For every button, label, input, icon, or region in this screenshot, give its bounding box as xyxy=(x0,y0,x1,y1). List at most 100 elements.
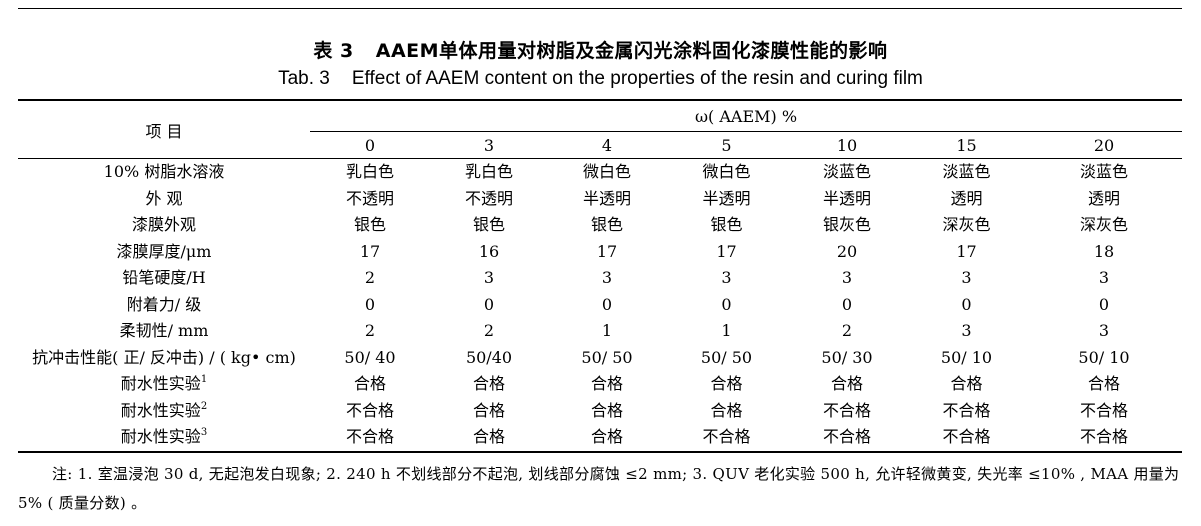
table-cell: 不合格 xyxy=(1080,400,1129,420)
table-cell: 不合格 xyxy=(345,400,394,420)
table-cell: 合格 xyxy=(353,374,386,394)
table-row: 铅笔硬度/H 2 3 3 3 3 3 3 xyxy=(18,265,1182,292)
row-label: 耐水性实验2 xyxy=(18,398,310,425)
table-cell: 合格 xyxy=(548,424,666,453)
table-cell: 微白色 xyxy=(582,162,631,182)
table-cell: 0 xyxy=(1098,294,1110,314)
table-caption-en: Tab. 3 Effect of AAEM content on the prop… xyxy=(0,68,1201,90)
table-cell: 1 xyxy=(601,321,613,341)
row-label-text: 10% 树脂水溶液 xyxy=(103,162,225,182)
table-cell: 0 xyxy=(483,294,495,314)
table-cell: 合格 xyxy=(710,400,743,420)
table-footnote: 注: 1. 室温浸泡 30 d, 无起泡发白现象; 2. 240 h 不划线部分… xyxy=(18,465,1180,512)
table-cell: 50/40 xyxy=(465,347,513,367)
properties-table: 项 目 ω( AAEM) % 0 3 4 5 10 15 20 10% 树脂水溶液 乳白色 乳白… xyxy=(18,99,1183,453)
table-cell: 3 xyxy=(961,268,972,288)
row-label: 附着力/ 级 xyxy=(18,292,310,319)
table-cell: 50/ 50 xyxy=(581,347,633,367)
table-cell: 银色 xyxy=(590,215,623,235)
table-cell: 50/ 10 xyxy=(1078,347,1130,367)
table-number-zh: 表 3 xyxy=(313,40,354,62)
row-label-text: 附着力/ 级 xyxy=(126,294,202,314)
table-cell: 50/ 10 xyxy=(940,347,993,367)
item-column-header: 项 目 xyxy=(18,99,310,159)
aaem-content-column-header: 20 xyxy=(1026,131,1183,159)
table-cell: 银色 xyxy=(710,215,743,235)
table-cell: 50/ 30 xyxy=(821,347,873,367)
table-cell: 银色 xyxy=(472,215,505,235)
table-row: 附着力/ 级 0 0 0 0 0 0 0 xyxy=(18,292,1182,319)
aaem-content-column-header: 10 xyxy=(787,131,907,159)
row-label-text: 漆膜厚度/μm xyxy=(116,241,212,261)
table-cell: 乳白色 xyxy=(464,162,513,182)
table-cell: 0 xyxy=(721,294,732,314)
table-cell: 淡蓝色 xyxy=(822,162,871,182)
aaem-content-column-header: 5 xyxy=(666,131,787,159)
table-cell: 银色 xyxy=(353,215,386,235)
aaem-content-column-header: 3 xyxy=(430,131,548,159)
table-cell: 2 xyxy=(483,321,495,341)
table-cell: 3 xyxy=(483,268,495,288)
row-label: 10% 树脂水溶液 xyxy=(18,159,310,186)
table-cell: 1 xyxy=(721,321,732,341)
table-cell: 0 xyxy=(961,294,972,314)
table-cell: 合格 xyxy=(590,400,623,420)
row-label-text: 耐水性实验 xyxy=(120,427,201,447)
table-cell: 17 xyxy=(956,241,977,261)
table-row: 漆膜外观 银色 银色 银色 银色 银灰色 深灰色 深灰色 xyxy=(18,212,1182,239)
row-label-text: 耐水性实验 xyxy=(120,374,201,394)
table-row: 外 观 不透明 不透明 半透明 半透明 半透明 透明 透明 xyxy=(18,186,1182,213)
footnote-marker: 2 xyxy=(200,400,208,412)
aaem-content-header-row: 0 3 4 5 10 15 20 xyxy=(18,131,1183,159)
table-row: 10% 树脂水溶液 乳白色 乳白色 微白色 微白色 淡蓝色 淡蓝色 淡蓝色 xyxy=(18,159,1182,186)
table-cell: 透明 xyxy=(1088,188,1121,208)
table-cell: 18 xyxy=(1093,241,1115,261)
table-cell: 3 xyxy=(1098,268,1110,288)
table-cell: 3 xyxy=(961,321,972,341)
aaem-content-column-header: 0 xyxy=(310,131,430,159)
row-label-text: 柔韧性/ mm xyxy=(119,321,209,341)
table-title-en: Effect of AAEM content on the properties… xyxy=(351,68,923,89)
row-label: 漆膜外观 xyxy=(18,212,310,239)
table-cell: 不透明 xyxy=(464,188,513,208)
aaem-content-column-header: 4 xyxy=(548,131,666,159)
table-cell: 合格 xyxy=(1088,374,1121,394)
table-cell: 17 xyxy=(359,241,381,261)
table-cell: 3 xyxy=(721,268,732,288)
row-label-text: 耐水性实验 xyxy=(120,400,201,420)
table-cell: 不合格 xyxy=(310,424,430,453)
table-cell: 不合格 xyxy=(822,400,871,420)
table-cell: 不合格 xyxy=(666,424,787,453)
top-rule xyxy=(18,8,1182,9)
table-row: 柔韧性/ mm 2 2 1 1 2 3 3 xyxy=(18,318,1182,345)
row-label-text: 抗冲击性能( 正/ 反冲击) / ( kg• cm) xyxy=(32,347,296,367)
table-cell: 微白色 xyxy=(702,162,751,182)
aaem-group-header: ω( AAEM) % xyxy=(310,99,1183,132)
row-label-text: 外 观 xyxy=(145,188,183,208)
table-cell: 2 xyxy=(841,321,853,341)
table-cell: 透明 xyxy=(950,188,983,208)
table-cell: 3 xyxy=(1098,321,1110,341)
table-cell: 20 xyxy=(836,241,858,261)
table-cell: 半透明 xyxy=(822,188,871,208)
table-cell: 0 xyxy=(601,294,613,314)
table-number-en: Tab. 3 xyxy=(278,68,330,89)
footnote-marker: 3 xyxy=(200,427,208,439)
table-cell: 17 xyxy=(716,241,737,261)
table-cell: 不透明 xyxy=(345,188,394,208)
table-cell: 合格 xyxy=(590,374,623,394)
table-cell: 0 xyxy=(841,294,853,314)
table-cell: 3 xyxy=(601,268,613,288)
table-body: 10% 树脂水溶液 乳白色 乳白色 微白色 微白色 淡蓝色 淡蓝色 淡蓝色外 观 不透明 不透明 半… xyxy=(18,159,1183,453)
row-label: 抗冲击性能( 正/ 反冲击) / ( kg• cm) xyxy=(18,345,310,372)
table-row: 耐水性实验2 不合格 合格 合格 合格 不合格 不合格 不合格 xyxy=(18,398,1182,425)
row-label: 铅笔硬度/H xyxy=(18,265,310,292)
table-cell: 银灰色 xyxy=(822,215,871,235)
row-label: 耐水性实验3 xyxy=(18,424,310,453)
table-cell: 深灰色 xyxy=(942,215,991,235)
table-cell: 深灰色 xyxy=(1080,215,1129,235)
table-cell: 合格 xyxy=(710,374,743,394)
row-label-text: 漆膜外观 xyxy=(131,215,196,235)
table-row: 耐水性实验3 不合格 合格 合格 不合格 不合格 不合格 不合格 xyxy=(18,424,1183,453)
table-cell: 乳白色 xyxy=(345,162,394,182)
